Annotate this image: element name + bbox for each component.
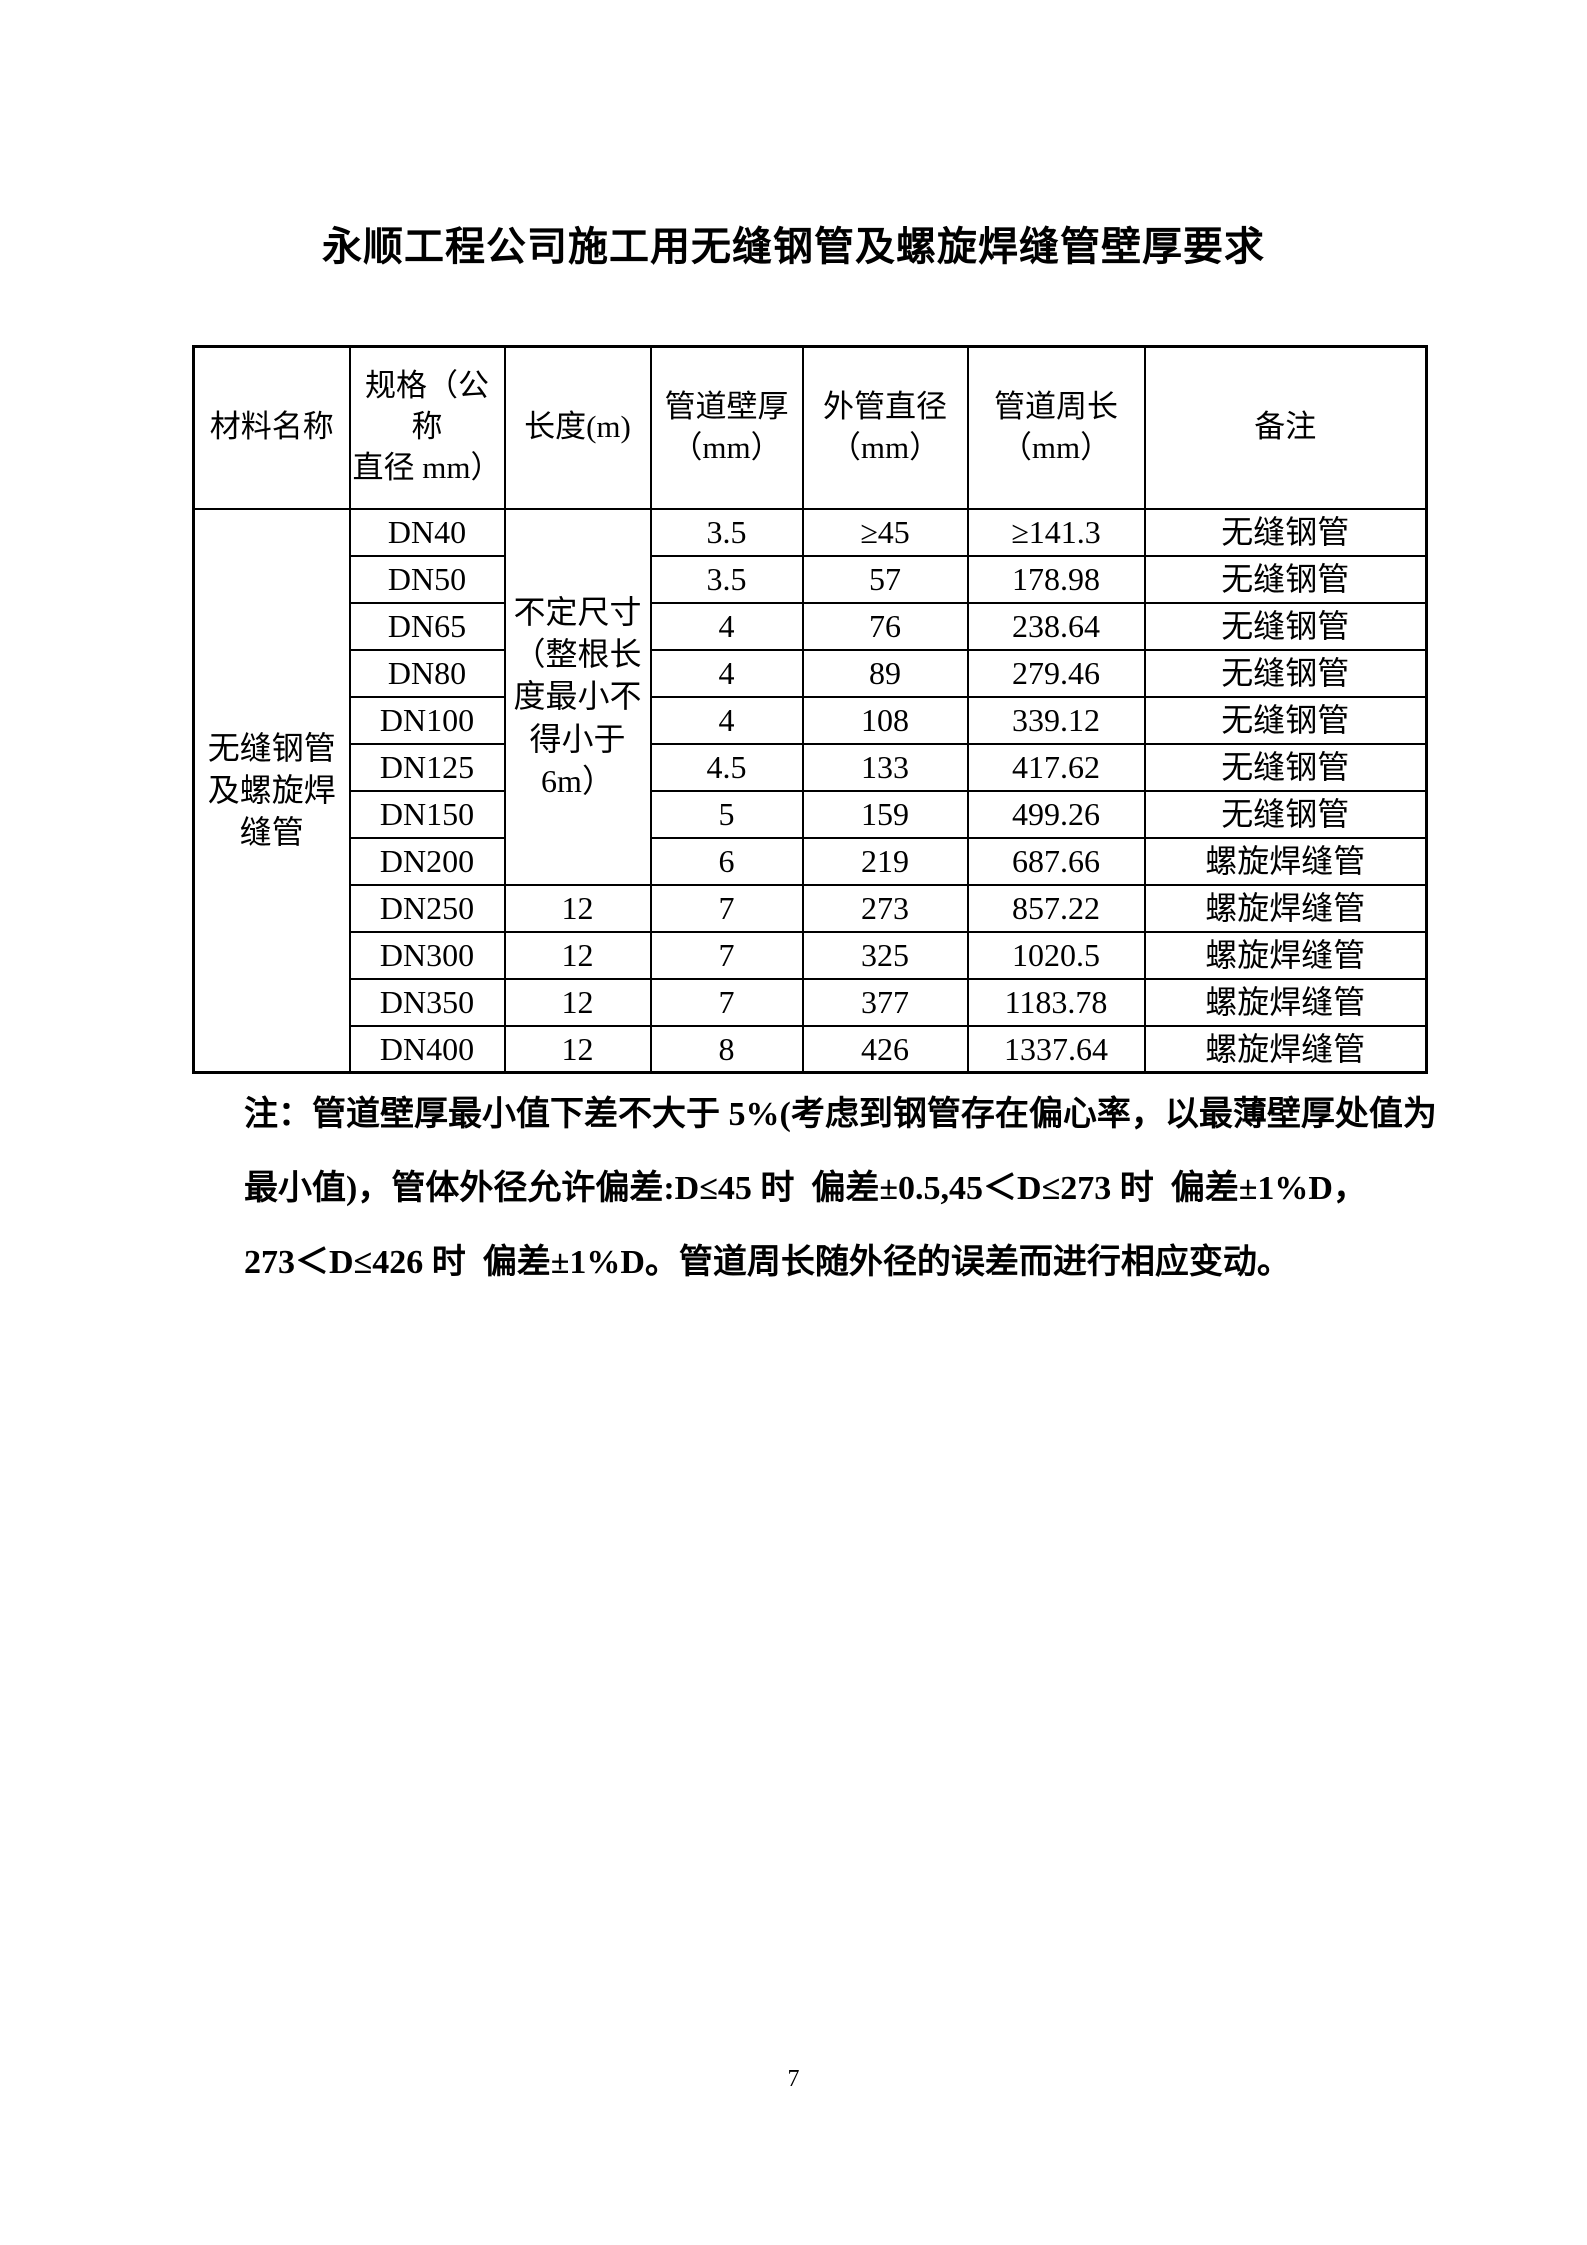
table-row: DN150 5 159 499.26 无缝钢管: [194, 789, 1428, 839]
cell-spec: DN150: [348, 789, 506, 839]
cell-thickness: 3.5: [649, 554, 804, 604]
cell-outer-diameter: ≥45: [801, 507, 969, 557]
table-row: DN300 12 7 325 1020.5 螺旋焊缝管: [194, 930, 1428, 980]
cell-spec: DN80: [348, 648, 506, 698]
cell-thickness: 7: [649, 930, 804, 980]
cell-circumference: 1020.5: [966, 930, 1146, 980]
cell-thickness: 4.5: [649, 742, 804, 792]
header-row: 材料名称 规格（公称 直径 mm） 长度(m) 管道壁厚 （mm） 外管直径 （…: [192, 345, 1428, 510]
cell-length: 12: [503, 883, 652, 933]
table-row: DN125 4.5 133 417.62 无缝钢管: [194, 742, 1428, 792]
cell-circumference: 857.22: [966, 883, 1146, 933]
cell-remark: 螺旋焊缝管: [1143, 836, 1428, 886]
cell-spec: DN350: [348, 977, 506, 1027]
cell-spec: DN400: [348, 1024, 506, 1074]
footnote-line: 273＜D≤426 时 偏差±1%D。管道周长随外径的误差而进行相应变动。: [244, 1244, 1291, 1281]
cell-spec: DN250: [348, 883, 506, 933]
cell-remark: 无缝钢管: [1143, 554, 1428, 604]
cell-circumference: 499.26: [966, 789, 1146, 839]
cell-thickness: 8: [649, 1024, 804, 1074]
cell-spec: DN65: [348, 601, 506, 651]
cell-outer-diameter: 159: [801, 789, 969, 839]
cell-circumference: 417.62: [966, 742, 1146, 792]
cell-thickness: 4: [649, 601, 804, 651]
cell-spec: DN300: [348, 930, 506, 980]
cell-length: 12: [503, 1024, 652, 1074]
header-cell-thickness: 管道壁厚 （mm）: [649, 345, 804, 510]
header-cell-material: 材料名称: [192, 345, 351, 510]
cell-outer-diameter: 133: [801, 742, 969, 792]
cell-spec: DN40: [348, 507, 506, 557]
cell-thickness: 6: [649, 836, 804, 886]
cell-spec: DN100: [348, 695, 506, 745]
table-row: DN250 12 7 273 857.22 螺旋焊缝管: [194, 883, 1428, 933]
cell-outer-diameter: 426: [801, 1024, 969, 1074]
cell-circumference: 238.64: [966, 601, 1146, 651]
cell-thickness: 5: [649, 789, 804, 839]
cell-thickness: 4: [649, 695, 804, 745]
cell-thickness: 4: [649, 648, 804, 698]
cell-remark: 螺旋焊缝管: [1143, 883, 1428, 933]
cell-length: 12: [503, 930, 652, 980]
cell-outer-diameter: 76: [801, 601, 969, 651]
cell-spec: DN50: [348, 554, 506, 604]
footnote-line: 最小值)，管体外径允许偏差:D≤45 时 偏差±0.5,45＜D≤273 时 偏…: [244, 1170, 1367, 1207]
table-row: DN200 6 219 687.66 螺旋焊缝管: [194, 836, 1428, 886]
cell-remark: 无缝钢管: [1143, 601, 1428, 651]
table-row: DN100 4 108 339.12 无缝钢管: [194, 695, 1428, 745]
header-cell-outer-diameter: 外管直径 （mm）: [801, 345, 969, 510]
cell-remark: 螺旋焊缝管: [1143, 977, 1428, 1027]
cell-remark: 无缝钢管: [1143, 648, 1428, 698]
header-cell-spec: 规格（公称 直径 mm）: [348, 345, 506, 510]
footnote: 注：管道壁厚最小值下差不大于 5%(考虑到钢管存在偏心率，以最薄壁厚处值为 最小…: [244, 1078, 1454, 1300]
cell-remark: 无缝钢管: [1143, 507, 1428, 557]
page-number: 7: [787, 2066, 800, 2092]
cell-circumference: 178.98: [966, 554, 1146, 604]
cell-outer-diameter: 325: [801, 930, 969, 980]
cell-outer-diameter: 108: [801, 695, 969, 745]
cell-thickness: 3.5: [649, 507, 804, 557]
cell-outer-diameter: 219: [801, 836, 969, 886]
cell-thickness: 7: [649, 977, 804, 1027]
table-row: DN400 12 8 426 1337.64 螺旋焊缝管: [194, 1024, 1428, 1074]
cell-length: 12: [503, 977, 652, 1027]
cell-spec: DN200: [348, 836, 506, 886]
cell-outer-diameter: 57: [801, 554, 969, 604]
header-cell-circumference: 管道周长 （mm）: [966, 345, 1146, 510]
doc-title: 永顺工程公司施工用无缝钢管及螺旋焊缝管壁厚要求: [322, 224, 1265, 269]
header-cell-remark: 备注: [1143, 345, 1428, 510]
table-row: 无缝钢管 及螺旋焊 缝管 DN40 不定尺寸 （整根长 度最小不 得小于 6m）…: [192, 507, 1428, 1074]
cell-circumference: 279.46: [966, 648, 1146, 698]
cell-remark: 螺旋焊缝管: [1143, 1024, 1428, 1074]
cell-circumference: 339.12: [966, 695, 1146, 745]
cell-remark: 无缝钢管: [1143, 789, 1428, 839]
header-cell-length: 长度(m): [503, 345, 652, 510]
cell-circumference: ≥141.3: [966, 507, 1146, 557]
cell-remark: 螺旋焊缝管: [1143, 930, 1428, 980]
cell-remark: 无缝钢管: [1143, 742, 1428, 792]
cell-circumference: 1337.64: [966, 1024, 1146, 1074]
cell-remark: 无缝钢管: [1143, 695, 1428, 745]
table-row: DN80 4 89 279.46 无缝钢管: [194, 648, 1428, 698]
pipe-spec-table: 材料名称 规格（公称 直径 mm） 长度(m) 管道壁厚 （mm） 外管直径 （…: [192, 345, 1428, 1074]
cell-outer-diameter: 89: [801, 648, 969, 698]
cell-length-merged: 不定尺寸 （整根长 度最小不 得小于 6m）: [503, 507, 652, 886]
footnote-line: 注：管道壁厚最小值下差不大于 5%(考虑到钢管存在偏心率，以最薄壁厚处值为: [244, 1096, 1437, 1133]
table-row: DN50 3.5 57 178.98 无缝钢管: [194, 554, 1428, 604]
cell-material-merged: 无缝钢管 及螺旋焊 缝管: [192, 507, 351, 1074]
cell-thickness: 7: [649, 883, 804, 933]
cell-circumference: 687.66: [966, 836, 1146, 886]
cell-outer-diameter: 377: [801, 977, 969, 1027]
cell-circumference: 1183.78: [966, 977, 1146, 1027]
cell-spec: DN125: [348, 742, 506, 792]
cell-outer-diameter: 273: [801, 883, 969, 933]
table-row: DN350 12 7 377 1183.78 螺旋焊缝管: [194, 977, 1428, 1027]
table-row: DN65 4 76 238.64 无缝钢管: [194, 601, 1428, 651]
